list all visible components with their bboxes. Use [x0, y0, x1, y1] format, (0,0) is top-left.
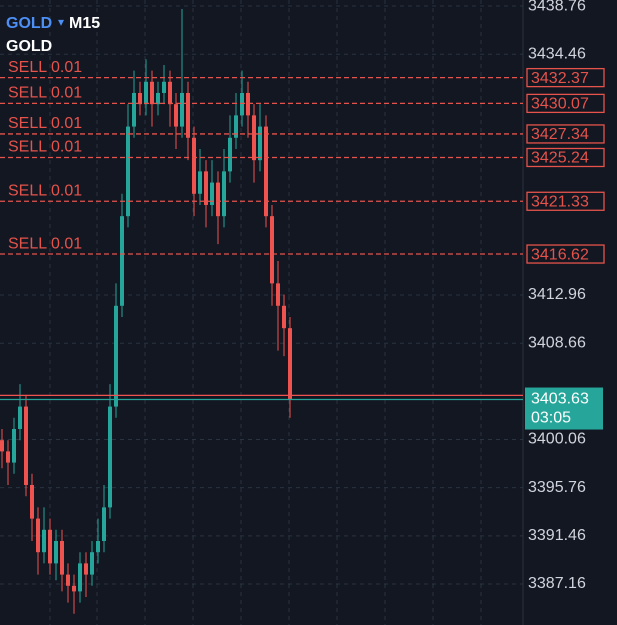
order-label: SELL 0.01 [8, 59, 82, 76]
candle-body [192, 137, 196, 194]
candle-body [36, 518, 40, 553]
y-tick-label: 3400.06 [528, 431, 586, 448]
order-label: SELL 0.01 [8, 139, 82, 156]
candle-body [264, 126, 268, 217]
order-price-box [526, 191, 605, 211]
y-tick-label: 3395.76 [528, 479, 586, 496]
candle-body [246, 92, 250, 116]
candle-body [78, 563, 82, 592]
candle-body [144, 81, 148, 105]
candle-body [60, 540, 64, 575]
candle-body [228, 137, 232, 172]
order-price-box [526, 244, 605, 264]
candle-body [180, 92, 184, 127]
order-price: 3421.33 [531, 193, 589, 210]
candle-body [132, 92, 136, 127]
order-label: SELL 0.01 [8, 85, 82, 102]
candle-body [138, 92, 142, 105]
symbol[interactable]: GOLD [6, 15, 52, 32]
candle-body [42, 529, 46, 553]
dropdown-icon[interactable]: ▾ [58, 15, 64, 29]
y-tick-label: 3434.46 [528, 45, 586, 62]
candle-body [258, 126, 262, 161]
candle-body [198, 171, 202, 194]
candle-body [288, 328, 292, 400]
candle-body [234, 115, 238, 138]
candle-body [150, 81, 154, 105]
order-price-box [526, 147, 605, 168]
candle-body [108, 406, 112, 508]
current-price-box [525, 387, 603, 430]
order-price-box [526, 93, 605, 114]
candle-body [84, 563, 88, 575]
candle-body [102, 507, 106, 541]
order-label: SELL 0.01 [8, 182, 82, 199]
candle-body [0, 440, 4, 452]
order-price-box [526, 124, 605, 144]
candle-body [204, 171, 208, 205]
candle-body [18, 406, 22, 429]
candle-body [174, 104, 178, 127]
candle-body [270, 216, 274, 284]
candle-body [282, 305, 286, 329]
candle-body [162, 81, 166, 93]
candle-body [252, 115, 256, 161]
candle-body [156, 92, 160, 105]
candle-body [6, 451, 10, 463]
current-price: 3403.63 [531, 391, 589, 408]
candle-body [186, 92, 190, 138]
candle-body [126, 126, 130, 217]
candle-body [54, 540, 58, 564]
y-tick-label: 3412.96 [528, 286, 586, 303]
timeframe[interactable]: M15 [69, 15, 100, 32]
y-tick-label: 3391.46 [528, 527, 586, 544]
countdown: 03:05 [531, 410, 571, 427]
candle-body [96, 540, 100, 553]
candle-body [114, 305, 118, 407]
order-label: SELL 0.01 [8, 235, 82, 252]
candle-body [216, 182, 220, 217]
order-price: 3430.07 [531, 96, 589, 113]
order-price: 3425.24 [531, 150, 589, 167]
y-tick-label: 3387.16 [528, 575, 586, 592]
order-price-box [526, 67, 605, 88]
candle-body [168, 81, 172, 105]
order-price: 3427.34 [531, 126, 589, 143]
subtitle: GOLD [6, 38, 52, 55]
candle-body [90, 552, 94, 575]
candle-body [72, 585, 76, 592]
candle-body [240, 92, 244, 116]
candle-body [12, 428, 16, 463]
candle-body [66, 574, 70, 586]
order-label: SELL 0.01 [8, 115, 82, 132]
candle-body [222, 171, 226, 217]
order-price: 3416.62 [531, 246, 589, 263]
candle-body [210, 182, 214, 205]
candle-body [30, 484, 34, 519]
candle-body [120, 216, 124, 306]
order-price: 3432.37 [531, 70, 589, 87]
candle-body [24, 406, 28, 485]
candle-body [48, 529, 52, 564]
y-tick-label: 3438.76 [528, 0, 586, 14]
candle-body [276, 283, 280, 306]
y-tick-label: 3408.66 [528, 334, 586, 351]
